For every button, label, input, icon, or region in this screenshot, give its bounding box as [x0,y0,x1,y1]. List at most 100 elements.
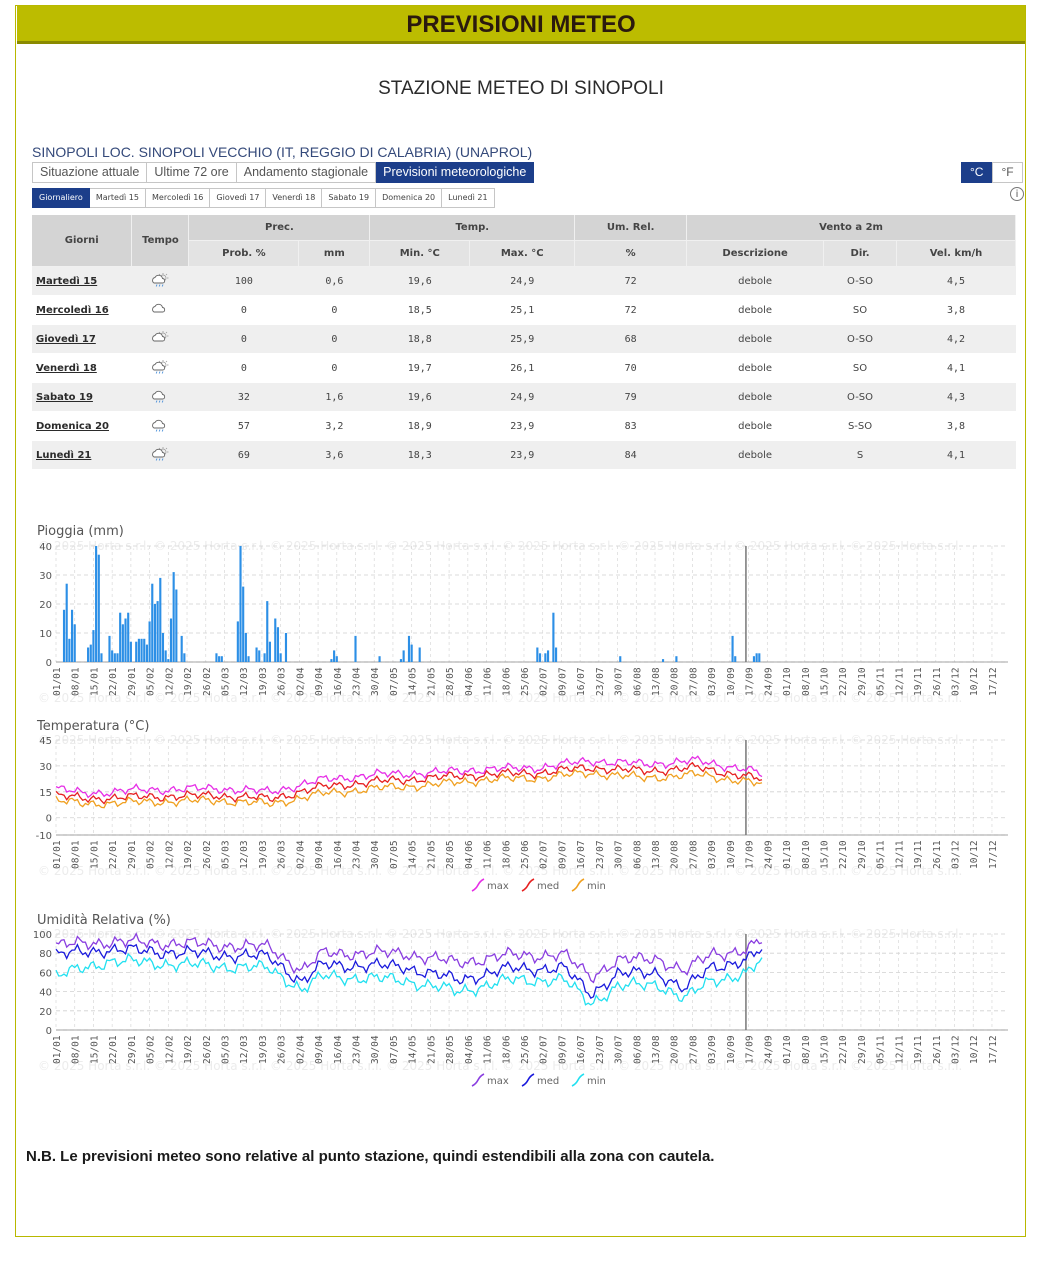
day-link[interactable]: Martedì 15 [32,266,132,296]
sun-cloud-rain-icon [152,446,169,461]
rain-bar [111,650,114,662]
rain-bar [137,638,140,662]
series-line-min [55,768,763,809]
rain-bar [266,601,269,662]
cell-max: 26,1 [469,353,575,383]
header-dir: Dir. [823,240,898,267]
x-tick-label: 03/12 [951,840,962,869]
day-tab[interactable]: Venerdì 18 [266,188,323,208]
x-tick-label: 25/06 [520,840,531,869]
y-tick-label: 45 [39,736,52,747]
day-tab[interactable]: Sabato 19 [322,188,377,208]
x-tick-label: 28/05 [445,667,456,696]
x-tick-label: 07/05 [389,1035,400,1064]
rain-bar [119,612,122,662]
day-tab[interactable]: Giovedì 17 [210,188,267,208]
cell-vel: 4,1 [896,353,1016,383]
x-tick-label: 26/11 [932,667,943,696]
rain-bar [378,656,381,662]
cell-min: 18,5 [369,295,470,325]
y-tick-label: 40 [39,988,52,999]
day-tab-giornaliero[interactable]: Giornaliero [32,188,90,208]
day-link[interactable]: Giovedì 17 [32,324,132,354]
rain-bar [65,583,68,662]
day-link[interactable]: Mercoledì 16 [32,295,132,325]
day-tab[interactable]: Martedì 15 [89,188,146,208]
rain-bar [129,641,132,662]
cell-vel: 4,5 [896,266,1016,296]
x-tick-label: 11/06 [483,667,494,696]
day-link[interactable]: Venerdì 18 [32,353,132,383]
tab-ultime-72-ore[interactable]: Ultime 72 ore [147,162,237,183]
x-tick-label: 23/07 [595,667,606,696]
rain-bar [661,659,665,662]
x-tick-label: 12/02 [164,1035,175,1064]
x-tick-label: 15/01 [89,667,100,696]
x-tick-label: 16/07 [576,840,587,869]
x-tick-label: 16/04 [333,1035,344,1064]
cell-descr: debole [686,411,824,441]
info-icon[interactable]: i [1010,187,1024,201]
x-tick-label: 08/01 [71,667,82,696]
day-tab[interactable]: Domenica 20 [376,188,443,208]
day-link[interactable]: Domenica 20 [32,411,132,441]
cell-dir: O-SO [823,324,897,354]
cell-um: 72 [574,295,687,325]
x-tick-label: 18/06 [501,840,512,869]
cell-max: 23,9 [469,440,575,470]
table-row: Lunedì 21 69 3,6 18,3 23,9 84 debole S 4,1 [32,440,1016,470]
tab-andamento-stagionale[interactable]: Andamento stagionale [236,162,377,183]
day-link[interactable]: Sabato 19 [32,382,132,412]
rain-bar [402,650,405,662]
x-tick-label: 04/06 [464,1035,475,1064]
x-tick-label: 21/05 [426,667,437,696]
rain-bar [675,656,678,662]
legend-swatch [471,1073,485,1087]
cell-prob: 57 [188,411,299,441]
rain-chart: © 2025 Horta s.r.l. © 2025 Horta s.r.l. … [38,539,1008,705]
x-tick-label: 16/04 [333,667,344,696]
rain-bar [108,635,111,662]
forecast-table: Giorni Tempo Prec. Temp. Um. Rel. Vento … [32,215,1016,470]
legend-label: max [487,881,509,892]
cell-max: 25,9 [469,324,575,354]
series-line-max [55,932,763,984]
day-tab[interactable]: Mercoledì 16 [146,188,211,208]
day-tab[interactable]: Lunedì 21 [442,188,495,208]
cloud-icon [152,303,166,312]
x-tick-label: 23/04 [352,840,363,869]
x-tick-label: 02/04 [295,667,306,696]
rain-bar [284,633,288,662]
cell-descr: debole [686,295,824,325]
header-tempo: Tempo [131,215,190,267]
humidity-chart-title: Umidità Relativa (%) [37,913,171,928]
x-tick-label: 03/09 [707,1035,718,1064]
day-link[interactable]: Lunedì 21 [32,440,132,470]
header-prob: Prob. % [188,240,300,267]
x-tick-label: 29/01 [127,1035,138,1064]
unit-fahrenheit-button[interactable]: °F [992,162,1023,183]
tab-previsioni-meteorologiche[interactable]: Previsioni meteorologiche [376,162,535,183]
rain-bar [180,635,183,662]
rain-bar [335,656,338,662]
x-tick-label: 26/03 [277,840,288,869]
x-tick-label: 28/05 [445,840,456,869]
cell-mm: 0,6 [298,266,370,296]
tab-situazione-attuale[interactable]: Situazione attuale [32,162,148,183]
y-tick-label: 0 [46,658,52,669]
header-giorni: Giorni [32,215,133,267]
cell-max: 23,9 [469,411,575,441]
cell-vel: 3,8 [896,295,1016,325]
x-tick-label: 10/12 [969,667,980,696]
page-frame [15,5,1026,1237]
unit-celsius-button[interactable]: °C [961,162,993,183]
view-tabs: Situazione attuale Ultime 72 ore Andamen… [32,162,535,183]
station-title: STAZIONE METEO DI SINOPOLI [378,78,664,99]
legend-swatch [571,878,585,892]
x-tick-label: 30/07 [614,667,625,696]
weather-cell [131,440,189,470]
rain-bar [255,647,258,662]
rain-bar [236,621,239,662]
rain-bar [87,647,90,662]
rain-bar [164,650,167,662]
